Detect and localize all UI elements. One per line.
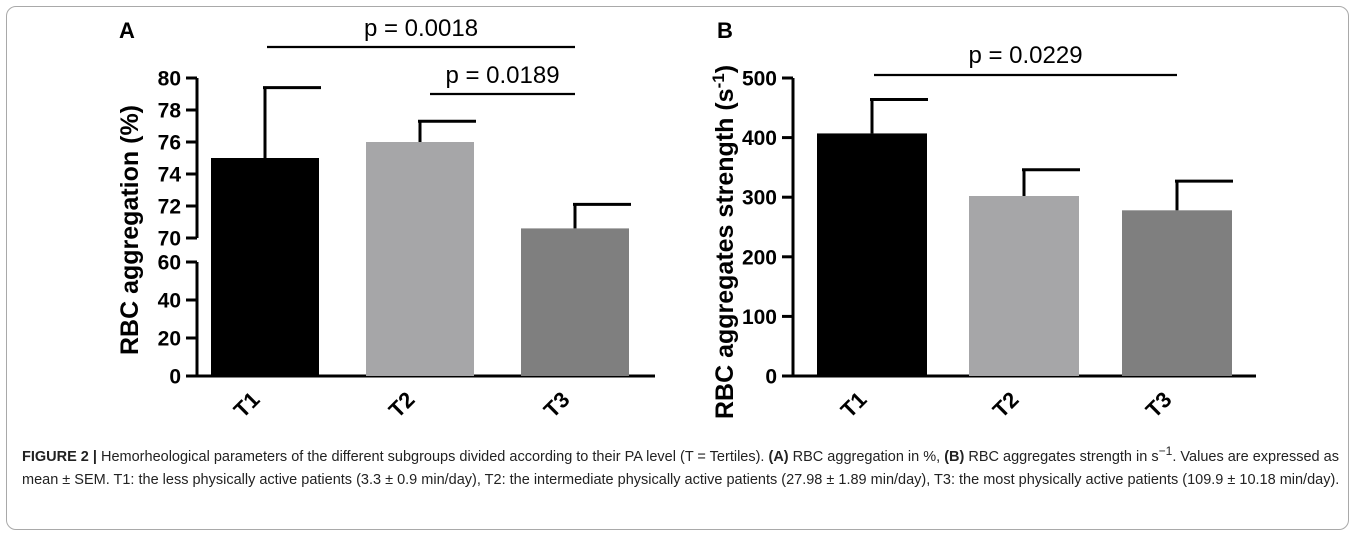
panel-a-y-tick-label: 74 [158, 164, 182, 187]
panel-a-y-tick-label: 40 [158, 290, 181, 313]
caption-b-label: (B) [944, 448, 965, 465]
panel-a-y-tick-label: 70 [158, 228, 181, 251]
panel-b-y-tick-label: 200 [742, 246, 777, 269]
panel-a-y-tick-label: 60 [158, 252, 181, 275]
panel-a-p-value: p = 0.0018 [364, 15, 478, 42]
panel-b-y-axis-label: RBC aggregates strength (s-1) [709, 65, 739, 419]
panel-a-bar-t3 [521, 228, 629, 376]
caption-a-text: RBC aggregation in %, [788, 448, 945, 465]
panel-a-category-label: T1 [229, 387, 265, 423]
panel-b-y-label-superscript: -1 [709, 73, 728, 88]
figure-caption: FIGURE 2 | Hemorheological parameters of… [22, 440, 1340, 492]
caption-rest: . Values are expressed as mean ± SEM. T1… [22, 448, 1340, 488]
panel-a-category-label: T2 [384, 387, 420, 423]
caption-b-text: RBC aggregates strength in s [964, 448, 1159, 465]
panel-a-p-value: p = 0.0189 [445, 62, 559, 89]
panel-b-y-tick-label: 100 [742, 306, 777, 329]
caption-intro: Hemorheological parameters of the differ… [96, 448, 769, 465]
panel-a-bar-t2 [366, 142, 474, 376]
panel-b-y-tick-label: 500 [742, 68, 777, 91]
panel-b-y-tick-label: 300 [742, 187, 777, 210]
panel-b-bar-t1 [817, 133, 927, 376]
panel-b-p-value: p = 0.0229 [968, 42, 1082, 69]
caption-figure-label: FIGURE 2 | [22, 448, 97, 465]
panel-b-y-tick-label: 400 [742, 127, 777, 150]
panel-a-y-tick-label: 80 [158, 68, 181, 91]
panel-a-category-label: T3 [539, 387, 575, 423]
panel-b-y-label-close: ) [711, 65, 739, 73]
panel-b-bar-t3 [1122, 210, 1232, 376]
panel-a-letter: A [119, 18, 135, 43]
panel-a-y-tick-label: 78 [158, 100, 182, 123]
panel-a-y-tick-label: 72 [158, 196, 181, 219]
panel-a-y-axis-label: RBC aggregation (%) [116, 105, 144, 355]
panel-b-category-label: T2 [988, 387, 1024, 423]
panel-a-y-tick-label: 20 [158, 328, 181, 351]
caption-a-label: (A) [768, 448, 789, 465]
panel-a-bar-t1 [211, 158, 319, 376]
panel-b-y-label-main: RBC aggregates strength (s [711, 88, 739, 419]
panel-a-y-tick-label: 76 [158, 132, 181, 155]
panel-b-letter: B [717, 18, 733, 43]
panel-b-bar-t2 [969, 196, 1079, 376]
panel-b-category-label: T1 [836, 387, 872, 423]
panel-b-category-label: T3 [1141, 387, 1177, 423]
panel-a-y-tick-label: 0 [169, 366, 181, 389]
caption-b-superscript: −1 [1158, 444, 1173, 458]
panel-b-y-tick-label: 0 [765, 366, 777, 389]
